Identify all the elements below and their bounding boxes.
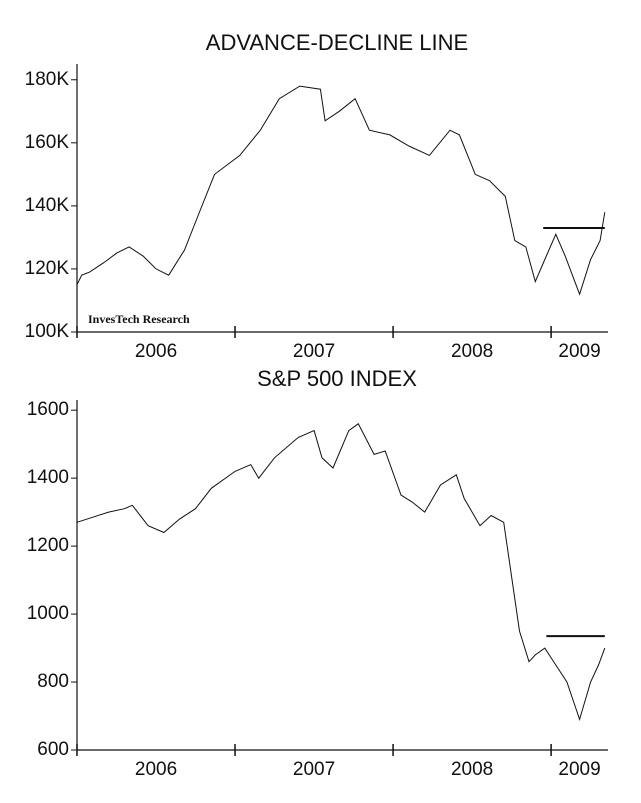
x-tick-label: 2009 bbox=[558, 341, 600, 362]
y-tick-label: 140K bbox=[25, 195, 70, 216]
y-tick-label: 100K bbox=[25, 321, 70, 342]
y-tick-label: 1200 bbox=[27, 535, 69, 556]
x-tick-label: 2006 bbox=[135, 759, 177, 780]
x-tick-label: 2009 bbox=[558, 759, 600, 780]
y-tick-label: 800 bbox=[37, 671, 69, 692]
chart-title: S&P 500 INDEX bbox=[257, 366, 417, 391]
y-tick-label: 120K bbox=[25, 258, 70, 279]
y-tick-label: 1400 bbox=[27, 467, 69, 488]
x-tick-label: 2008 bbox=[451, 341, 493, 362]
annotation: InvesTech Research bbox=[88, 312, 190, 326]
y-tick-label: 160K bbox=[25, 132, 70, 153]
data-line bbox=[76, 423, 606, 722]
y-tick-label: 600 bbox=[37, 739, 69, 760]
data-line bbox=[76, 85, 606, 296]
x-tick-label: 2008 bbox=[451, 759, 493, 780]
x-tick-label: 2006 bbox=[135, 341, 177, 362]
y-tick-label: 1600 bbox=[27, 399, 69, 420]
chart-title: ADVANCE-DECLINE LINE bbox=[206, 30, 468, 55]
y-tick-label: 180K bbox=[25, 69, 70, 90]
y-tick-label: 1000 bbox=[27, 603, 69, 624]
x-tick-label: 2007 bbox=[293, 759, 335, 780]
x-tick-label: 2007 bbox=[293, 341, 335, 362]
